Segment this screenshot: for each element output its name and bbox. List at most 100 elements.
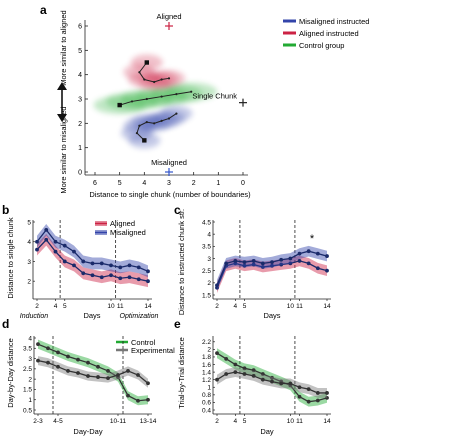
panel-a-start-marker (117, 102, 122, 108)
panel-d-series-control-point (136, 398, 140, 403)
panel-c-series-aligned-point (242, 263, 247, 268)
panel-c-xtick-label: 11 (296, 303, 303, 310)
panel-e-series-control-point (270, 375, 274, 380)
panel-a-x-axis-label: Distance to single chunk (number of boun… (89, 190, 251, 199)
legend-misaligned-instructed: Misaligned instructed (299, 17, 369, 26)
panel-c-series-aligned-point (270, 263, 274, 268)
panel-b-series-misaligned-point (90, 261, 95, 266)
panel-a-start-marker (142, 138, 147, 143)
panel-e-ytick-label: 1.4 (202, 369, 211, 376)
panel-d-series-experimental-point (76, 371, 80, 375)
panel-b-phase-induction: Induction (20, 313, 49, 320)
panel-c-series-misaligned-point (288, 256, 293, 261)
panel-e-series-control-point (233, 362, 238, 367)
panel-d-ytick-label: 1.5 (23, 387, 32, 394)
panel-b-series-misaligned-point (62, 243, 67, 248)
panel-e-series-control-point (315, 398, 320, 403)
panel-d-series-experimental-point (136, 373, 140, 377)
panel-e-y-axis-label: Trial-by-Trial distance (177, 337, 186, 409)
panel-a-point (167, 77, 171, 80)
panel-e-series-experimental-point (233, 370, 238, 375)
panel-c-series-aligned-point (279, 262, 284, 267)
panel-c-ytick-label: 3.5 (202, 244, 211, 251)
panel-e-series-experimental-point (260, 377, 265, 382)
panel-c-ytick-label: 4.5 (202, 219, 211, 226)
panel-d-series-control-point (46, 346, 50, 351)
panel-e-xtick-label: 2 (215, 418, 219, 425)
panel-a-xtick-label: 2 (192, 180, 196, 187)
panel-c-series-aligned-point (251, 262, 256, 267)
panel-a-point (130, 100, 134, 103)
panel-a-point (145, 121, 148, 124)
panel-d-ytick-label: 4 (28, 335, 32, 342)
panel-b-series-aligned-point (81, 271, 86, 276)
panel-d-ytick-label: 0.5 (23, 407, 32, 414)
panel-e-series-experimental-point (215, 377, 219, 382)
panel-b-series-misaligned-point (72, 249, 76, 254)
panel-b-ytick-label: 4 (27, 239, 31, 246)
legend-control-group: Control group (299, 41, 344, 50)
panel-a-marker-label: Aligned (156, 12, 181, 21)
panel-a-point (138, 71, 141, 74)
panel-b-series-aligned-band (37, 233, 148, 288)
panel-e-series-experimental-point (315, 391, 320, 395)
panel-d-series-control-point (56, 350, 60, 355)
panel-e-ytick-label: 1.2 (202, 377, 211, 384)
panel-b-series-misaligned-point (35, 239, 39, 244)
panel-c-series-misaligned-band (217, 245, 327, 291)
panel-a-marker-label: Single Chunk (192, 92, 237, 101)
panel-a-point (175, 93, 178, 96)
panel-d-ytick-label: 2 (28, 376, 32, 383)
panel-d-legend-experimental: Experimental (131, 346, 175, 355)
panel-e-series-control-point (242, 366, 247, 371)
panel-b-xtick-label: 11 (117, 303, 124, 310)
panel-a-point (160, 95, 163, 98)
panel-d-series-experimental-point (126, 369, 130, 373)
panel-d-series-experimental-point (146, 381, 150, 386)
panel-d-xtick-label: 10-11 (110, 418, 127, 425)
panel-a-y-label-bottom: More similar to misaligned (59, 106, 68, 193)
panel-e-series-experimental-point (325, 391, 329, 395)
panel-e-xtick-label: 14 (323, 418, 331, 425)
panel-b-xtick-label: 10 (107, 303, 115, 310)
panel-d-series-control-point (146, 397, 150, 402)
panel-a-xtick-label: 0 (241, 180, 245, 187)
panel-b-series-aligned-point (90, 273, 95, 278)
panel-a-ytick-label: 5 (78, 48, 82, 55)
panel-e-ytick-label: 1.6 (202, 362, 211, 369)
panel-d-series-experimental-point (46, 360, 50, 365)
panel-e-series-control-point (297, 394, 302, 399)
panel-a-xtick-label: 5 (118, 180, 122, 187)
panel-c-series-misaligned-point (297, 251, 302, 256)
panel-b-series-misaligned-point (146, 269, 150, 274)
panel-a-y-label-top: More similar to aligned (59, 10, 68, 85)
panel-b-x-axis-label: Days (83, 311, 100, 320)
panel-e-series-experimental-point (297, 385, 302, 390)
panel-c-series-misaligned-point (224, 261, 229, 266)
panel-c-chart: Distance to instructed chunk str. Days *… (177, 209, 331, 320)
panel-d-series-experimental-point (116, 373, 120, 377)
panel-a-trajectory-control-group (119, 91, 192, 106)
panel-e-series-control-point (306, 399, 311, 404)
panel-c-series-aligned-point (306, 261, 311, 266)
panel-d-ytick-label: 1 (28, 397, 32, 404)
panel-e-series-experimental-point (288, 381, 293, 386)
panel-c-series-misaligned-point (251, 259, 256, 263)
panel-c-series-aligned-point (297, 259, 302, 263)
panel-b-series-misaligned-point (118, 265, 123, 270)
panel-d-series-experimental-point (36, 358, 40, 363)
panel-c-series-aligned-point (288, 261, 293, 266)
panel-letter-b: b (2, 203, 9, 217)
panel-c-series-misaligned-point (215, 283, 219, 288)
panel-e-series-control-point (215, 351, 219, 356)
panel-c-series-aligned-point (315, 266, 320, 271)
panel-d-x-axis-label: Day-Day (73, 427, 102, 436)
panel-e-series-experimental-point (242, 372, 247, 376)
panel-a-marker-label: Misaligned (151, 158, 187, 167)
panel-a-point (135, 131, 139, 135)
panel-e-series-experimental-point (306, 387, 311, 392)
panel-e-xtick-label: 4 (234, 418, 238, 425)
panel-b-series-aligned-point (118, 276, 123, 281)
panel-b-ytick-label: 5 (27, 219, 31, 226)
